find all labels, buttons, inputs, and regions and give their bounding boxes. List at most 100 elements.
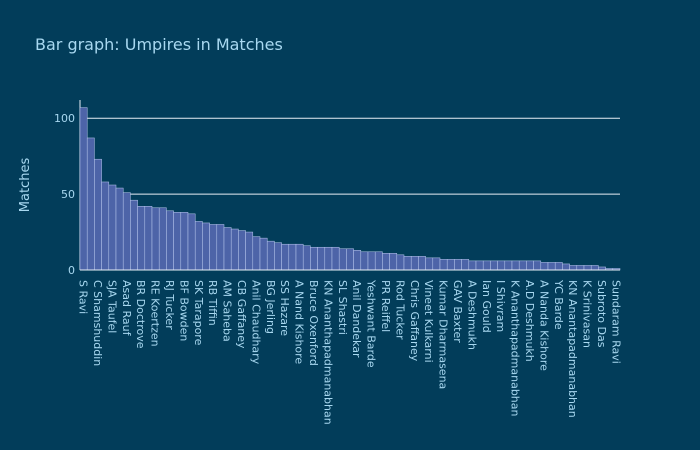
bar	[562, 263, 570, 271]
bar	[475, 260, 484, 271]
y-axis-label: Matches	[18, 158, 33, 213]
bar	[187, 213, 196, 271]
x-tick-label: BF Bowden	[177, 280, 190, 341]
bar	[274, 242, 282, 271]
bar	[454, 259, 462, 271]
bar	[230, 228, 239, 271]
x-tick-label: A Nand Kishore	[293, 280, 306, 364]
x-tick-label: C Shamshuddin	[91, 280, 104, 366]
bar	[554, 262, 563, 271]
bar	[288, 243, 297, 271]
x-tick-label: Yeshwant Barde	[365, 279, 378, 368]
bar	[482, 260, 491, 271]
bar	[295, 243, 304, 271]
x-tick-label: KN Anantapadmanabhan	[566, 280, 579, 418]
bar	[490, 260, 498, 271]
x-tick-label: S Ravi	[77, 280, 90, 314]
x-tick-label: KN Ananthapadmanabhan	[321, 280, 334, 425]
bar	[252, 236, 261, 271]
bar	[504, 260, 513, 271]
bar	[158, 207, 167, 271]
bar	[310, 246, 318, 271]
bar	[547, 262, 556, 271]
bar	[115, 187, 124, 271]
bar	[101, 181, 110, 271]
bar	[108, 184, 117, 271]
x-tick-label: Anil Dandekar	[350, 280, 363, 358]
bar	[576, 265, 585, 271]
x-tick-label: I Shivram	[494, 280, 507, 332]
x-tick-label: Rod Tucker	[393, 280, 406, 340]
x-tick-label: Asad Rauf	[120, 280, 133, 337]
bar	[511, 260, 520, 271]
x-tick-label: A.D Deshmukh	[523, 280, 536, 362]
bar	[245, 231, 254, 271]
x-tick-label: Kumar Dharmasena	[437, 280, 450, 389]
bar	[418, 256, 426, 271]
chart-title: Bar graph: Umpires in Matches	[35, 35, 283, 54]
x-tick-label: SK Tarapore	[192, 280, 205, 346]
x-tick-label: K Srinivasan	[581, 280, 594, 348]
bar	[173, 212, 182, 271]
x-tick-label: A Nanda Kishore	[537, 280, 550, 371]
bar	[533, 260, 542, 271]
bar	[590, 265, 599, 271]
bar	[518, 260, 527, 271]
bar	[346, 248, 354, 271]
bar	[540, 262, 549, 271]
bar	[86, 137, 95, 271]
bar	[338, 248, 347, 271]
bar	[194, 221, 203, 271]
bar	[583, 265, 592, 271]
bar	[497, 260, 506, 271]
bar	[526, 260, 534, 271]
bar	[144, 206, 153, 271]
x-tick-label: GAV Baxter	[451, 280, 464, 343]
bar	[259, 237, 268, 271]
x-tick-label: AM Saheba	[221, 280, 234, 342]
bar	[166, 210, 174, 271]
bar	[360, 251, 369, 271]
y-tick-label: 100	[54, 112, 75, 125]
bar	[446, 259, 455, 271]
bar	[266, 240, 275, 271]
bar	[209, 224, 218, 271]
x-tick-label: BG Jerling	[264, 280, 277, 334]
x-tick-label: Chris Gaffaney	[408, 280, 421, 362]
bar	[439, 259, 448, 271]
bar	[151, 207, 160, 271]
bar	[137, 206, 146, 271]
y-tick-label: 0	[68, 264, 75, 277]
bar	[94, 158, 102, 271]
bar	[403, 256, 412, 271]
bar	[425, 257, 434, 271]
bar	[302, 245, 311, 271]
bar	[569, 265, 578, 271]
bar	[180, 212, 189, 271]
bar	[202, 222, 210, 271]
y-tick-label: 50	[61, 188, 75, 201]
x-tick-label: Subroto Das	[595, 280, 608, 348]
x-tick-label: BR Doctrove	[134, 280, 147, 349]
bar	[238, 230, 246, 271]
bar	[374, 251, 383, 271]
bar	[324, 246, 333, 271]
bar	[432, 257, 441, 271]
bar	[382, 253, 390, 271]
x-tick-label: A Deshmukh	[465, 280, 478, 350]
bar	[216, 224, 225, 271]
x-tick-label: Sundaram Ravi	[609, 280, 622, 364]
x-tick-label: SS Hazare	[278, 280, 291, 336]
x-tick-label: Bruce Oxenford	[307, 280, 320, 366]
x-tick-label: Vineet Kulkarni	[422, 280, 435, 363]
bar	[389, 253, 398, 271]
x-tick-label: SJA Taufel	[105, 280, 118, 333]
x-tick-label: RE Koertzen	[149, 280, 162, 347]
x-tick-label: RJ Tucker	[163, 280, 176, 330]
bar	[461, 259, 470, 271]
x-tick-label: YC Barde	[552, 279, 565, 330]
x-tick-label: CB Gaffaney	[235, 280, 248, 349]
x-tick-label: Anil Chaudhary	[249, 280, 262, 365]
bar	[317, 246, 326, 271]
